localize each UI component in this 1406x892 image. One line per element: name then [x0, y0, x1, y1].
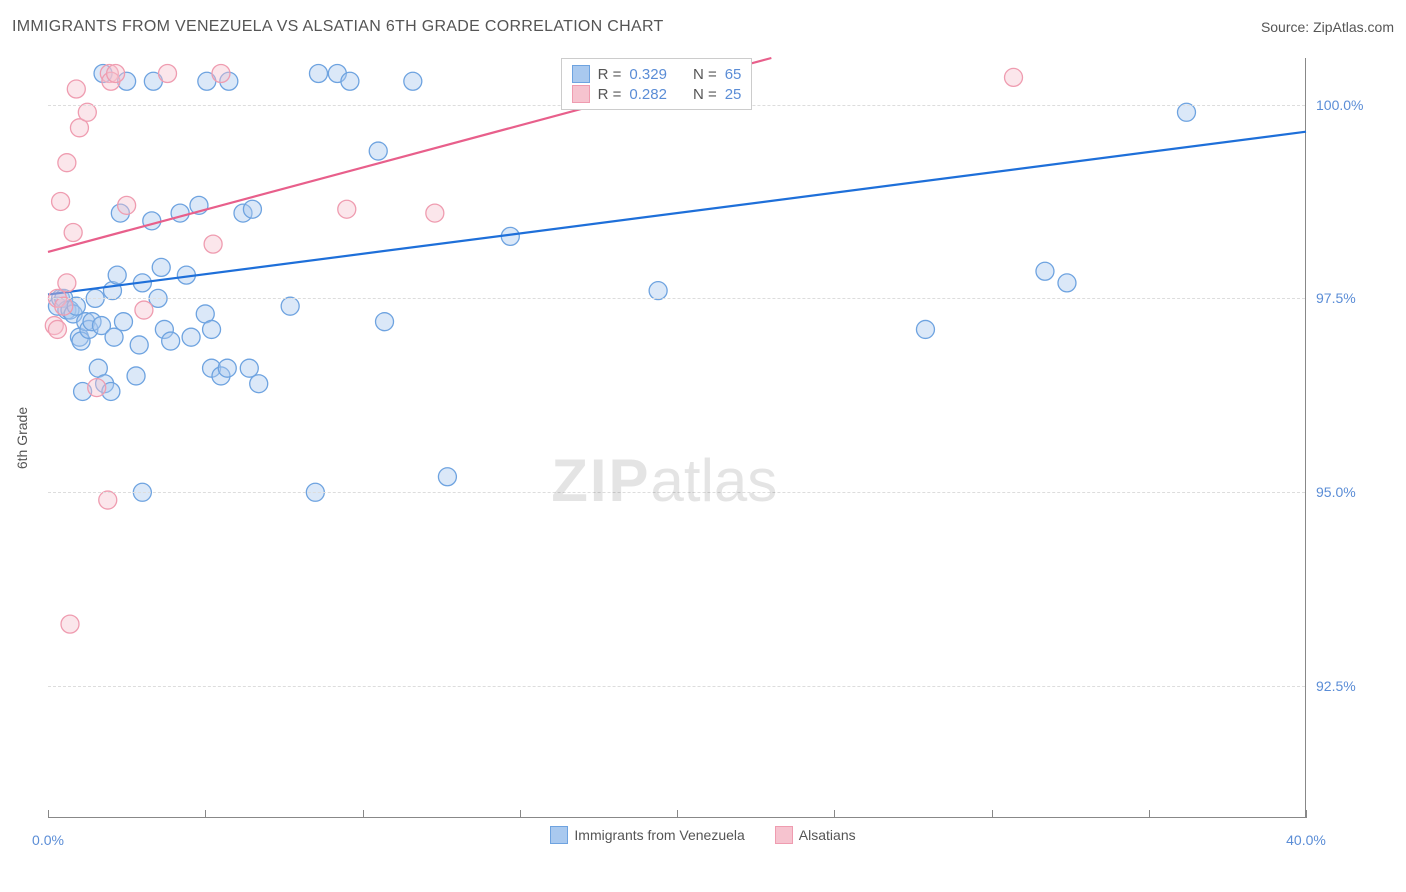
- data-point: [55, 297, 73, 315]
- y-tick-label: 100.0%: [1316, 97, 1363, 113]
- r-label: R =: [598, 66, 622, 83]
- data-point: [159, 65, 177, 83]
- r-value: 0.282: [629, 86, 667, 103]
- data-point: [61, 615, 79, 633]
- data-point: [118, 196, 136, 214]
- legend-swatch-icon: [572, 85, 590, 103]
- data-point: [107, 65, 125, 83]
- plot-area: [48, 58, 1306, 818]
- title-bar: IMMIGRANTS FROM VENEZUELA VS ALSATIAN 6T…: [12, 18, 1394, 36]
- correlation-box: R = 0.329 N = 65 R = 0.282 N = 25: [561, 58, 753, 110]
- data-point: [240, 359, 258, 377]
- y-axis-label: 6th Grade: [14, 407, 30, 469]
- gridline: [48, 298, 1305, 299]
- n-value: 25: [725, 86, 742, 103]
- data-point: [1005, 68, 1023, 86]
- legend-bottom: Immigrants from Venezuela Alsatians: [0, 826, 1406, 844]
- x-tick: [520, 810, 521, 818]
- n-label: N =: [693, 86, 717, 103]
- data-point: [48, 320, 66, 338]
- data-point: [438, 468, 456, 486]
- data-point: [426, 204, 444, 222]
- data-point: [916, 320, 934, 338]
- data-point: [127, 367, 145, 385]
- data-point: [203, 320, 221, 338]
- legend-swatch-icon: [572, 65, 590, 83]
- legend-item: Alsatians: [775, 826, 856, 844]
- x-tick: [834, 810, 835, 818]
- data-point: [108, 266, 126, 284]
- legend-label: Alsatians: [799, 827, 856, 843]
- data-point: [338, 200, 356, 218]
- legend-swatch-icon: [775, 826, 793, 844]
- legend-item: Immigrants from Venezuela: [550, 826, 744, 844]
- data-point: [171, 204, 189, 222]
- data-point: [309, 65, 327, 83]
- data-point: [404, 72, 422, 90]
- data-point: [204, 235, 222, 253]
- x-tick: [48, 810, 49, 818]
- data-point: [58, 274, 76, 292]
- correlation-row: R = 0.282 N = 25: [572, 84, 742, 104]
- data-point: [212, 65, 230, 83]
- x-tick: [205, 810, 206, 818]
- gridline: [48, 492, 1305, 493]
- data-point: [281, 297, 299, 315]
- legend-swatch-icon: [550, 826, 568, 844]
- gridline: [48, 686, 1305, 687]
- data-point: [52, 192, 70, 210]
- data-point: [114, 313, 132, 331]
- data-point: [88, 379, 106, 397]
- data-point: [64, 223, 82, 241]
- data-point: [376, 313, 394, 331]
- data-point: [182, 328, 200, 346]
- data-point: [1177, 103, 1195, 121]
- data-point: [130, 336, 148, 354]
- data-point: [250, 375, 268, 393]
- n-value: 65: [725, 66, 742, 83]
- y-tick-label: 95.0%: [1316, 484, 1356, 500]
- data-point: [1058, 274, 1076, 292]
- data-point: [243, 200, 261, 218]
- data-point: [152, 258, 170, 276]
- scatter-svg: [48, 58, 1305, 817]
- x-tick: [363, 810, 364, 818]
- data-point: [341, 72, 359, 90]
- x-tick-label: 40.0%: [1286, 832, 1326, 848]
- data-point: [105, 328, 123, 346]
- source-label: Source: ZipAtlas.com: [1261, 19, 1394, 35]
- data-point: [58, 154, 76, 172]
- n-label: N =: [693, 66, 717, 83]
- r-label: R =: [598, 86, 622, 103]
- x-tick: [1149, 810, 1150, 818]
- data-point: [649, 282, 667, 300]
- data-point: [369, 142, 387, 160]
- x-tick: [1306, 810, 1307, 818]
- chart-title: IMMIGRANTS FROM VENEZUELA VS ALSATIAN 6T…: [12, 18, 664, 36]
- data-point: [135, 301, 153, 319]
- data-point: [99, 491, 117, 509]
- data-point: [162, 332, 180, 350]
- data-point: [78, 103, 96, 121]
- data-point: [218, 359, 236, 377]
- x-tick-label: 0.0%: [32, 832, 64, 848]
- x-tick: [677, 810, 678, 818]
- correlation-row: R = 0.329 N = 65: [572, 64, 742, 84]
- y-tick-label: 97.5%: [1316, 290, 1356, 306]
- data-point: [1036, 262, 1054, 280]
- data-point: [67, 80, 85, 98]
- x-tick: [992, 810, 993, 818]
- legend-label: Immigrants from Venezuela: [574, 827, 744, 843]
- data-point: [143, 212, 161, 230]
- y-tick-label: 92.5%: [1316, 678, 1356, 694]
- r-value: 0.329: [629, 66, 667, 83]
